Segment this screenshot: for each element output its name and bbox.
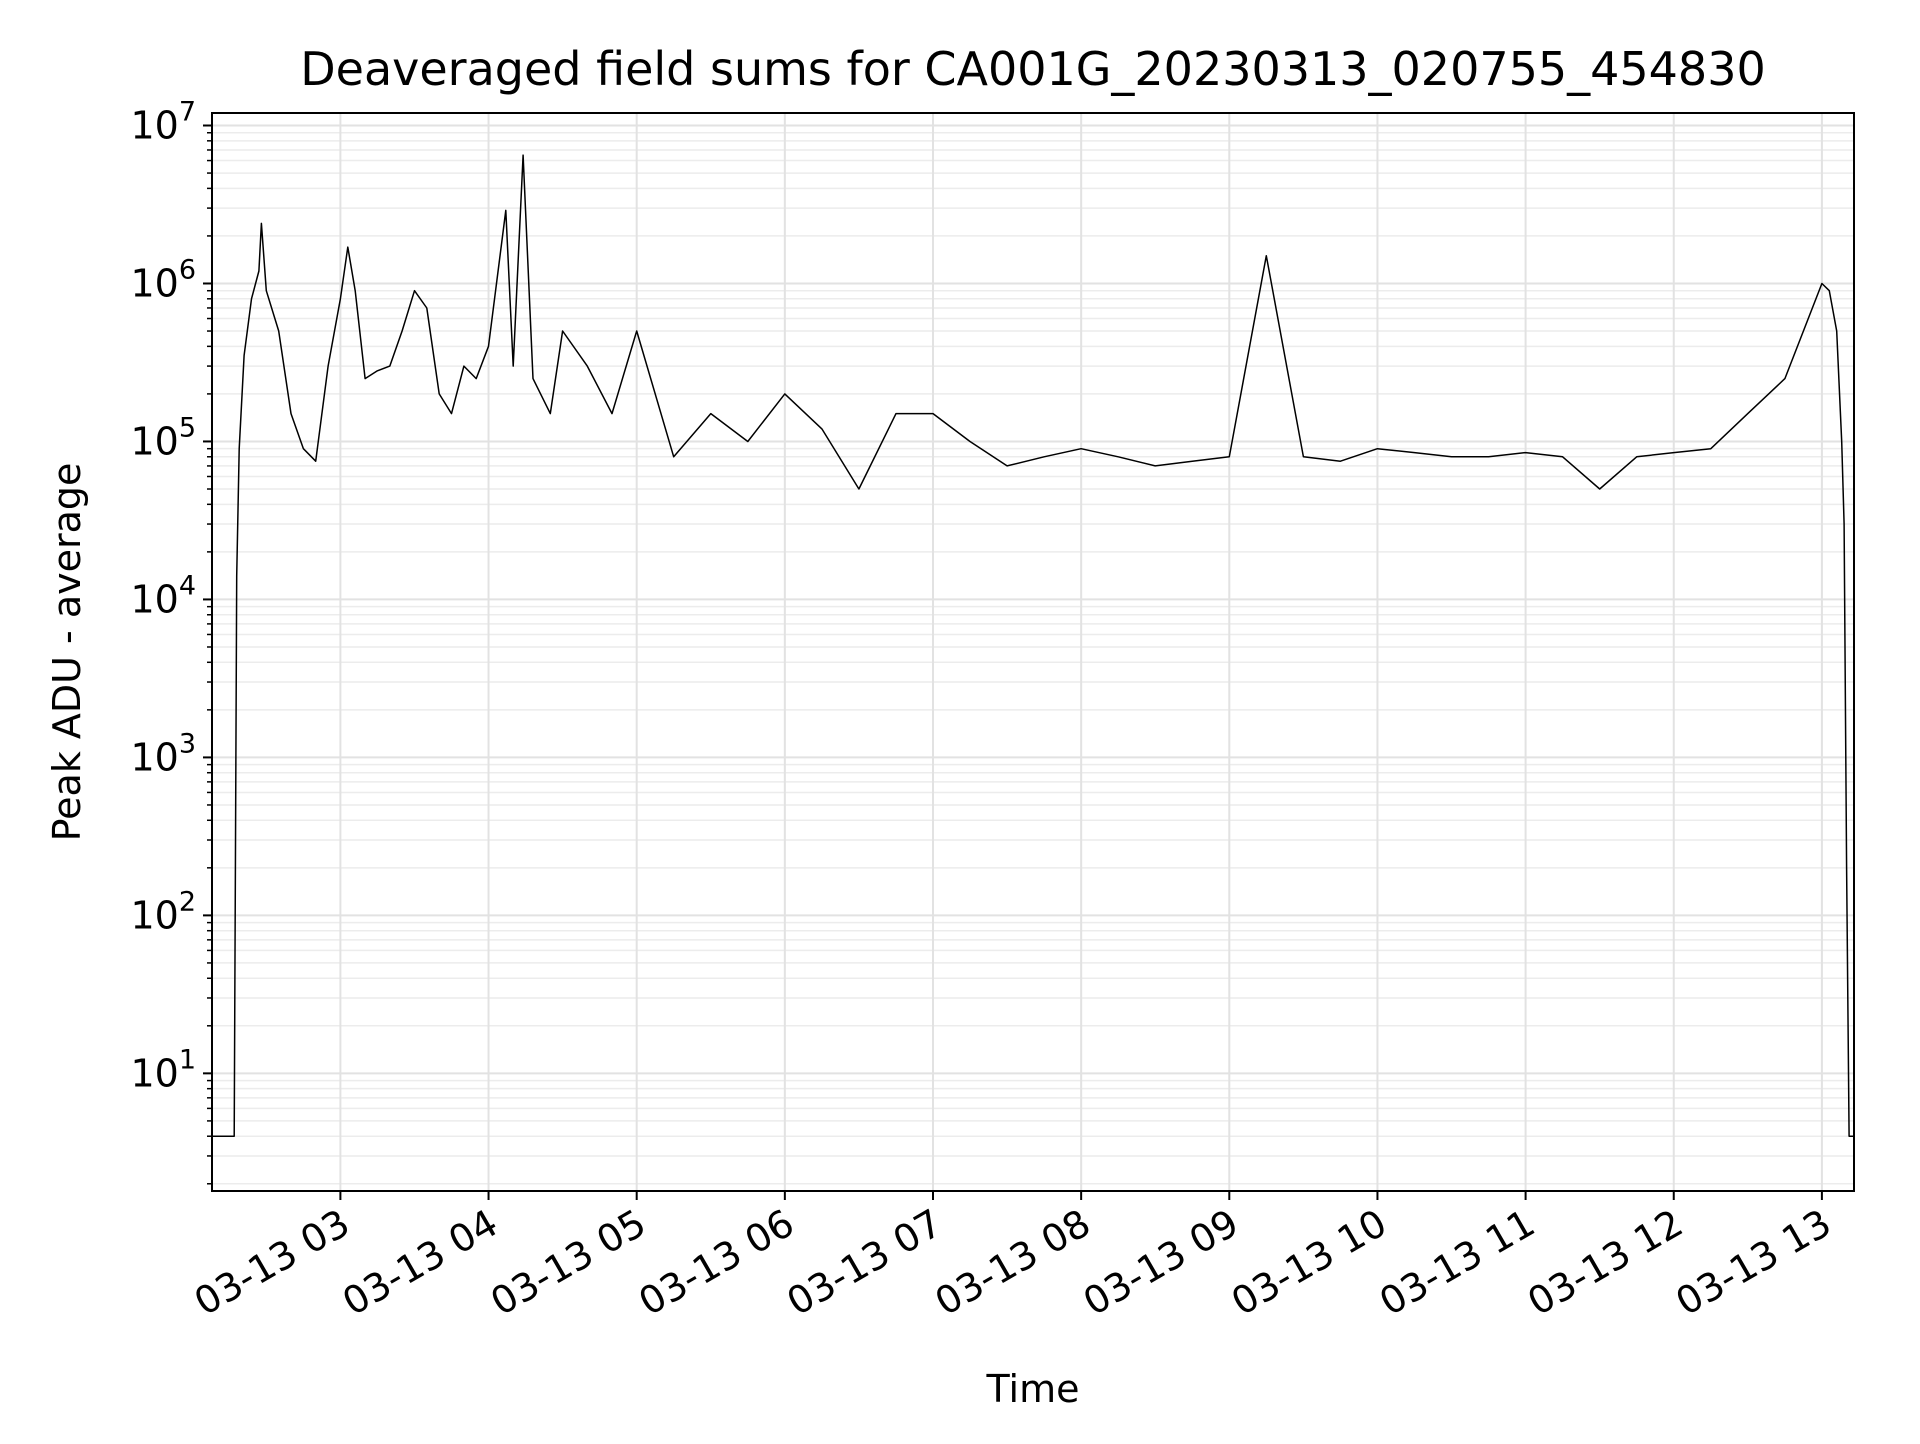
plot-frame	[211, 112, 1855, 1192]
y-tick-label: 101	[130, 1044, 196, 1095]
x-axis-label: Time	[986, 1367, 1080, 1411]
grid-lines	[212, 113, 1854, 1191]
y-tick-label: 106	[130, 254, 196, 305]
y-tick-label: 102	[130, 886, 196, 937]
tick-marks	[203, 124, 1823, 1200]
y-tick-label: 104	[130, 570, 196, 621]
y-tick-label: 105	[130, 412, 196, 463]
y-tick-label: 103	[130, 728, 196, 779]
series-line	[212, 154, 1854, 1137]
series-layer	[212, 154, 1854, 1137]
chart-title: Deaveraged field sums for CA001G_2023031…	[300, 42, 1766, 96]
y-tick-label: 107	[130, 97, 196, 148]
y-axis-label: Peak ADU - average	[45, 463, 89, 842]
